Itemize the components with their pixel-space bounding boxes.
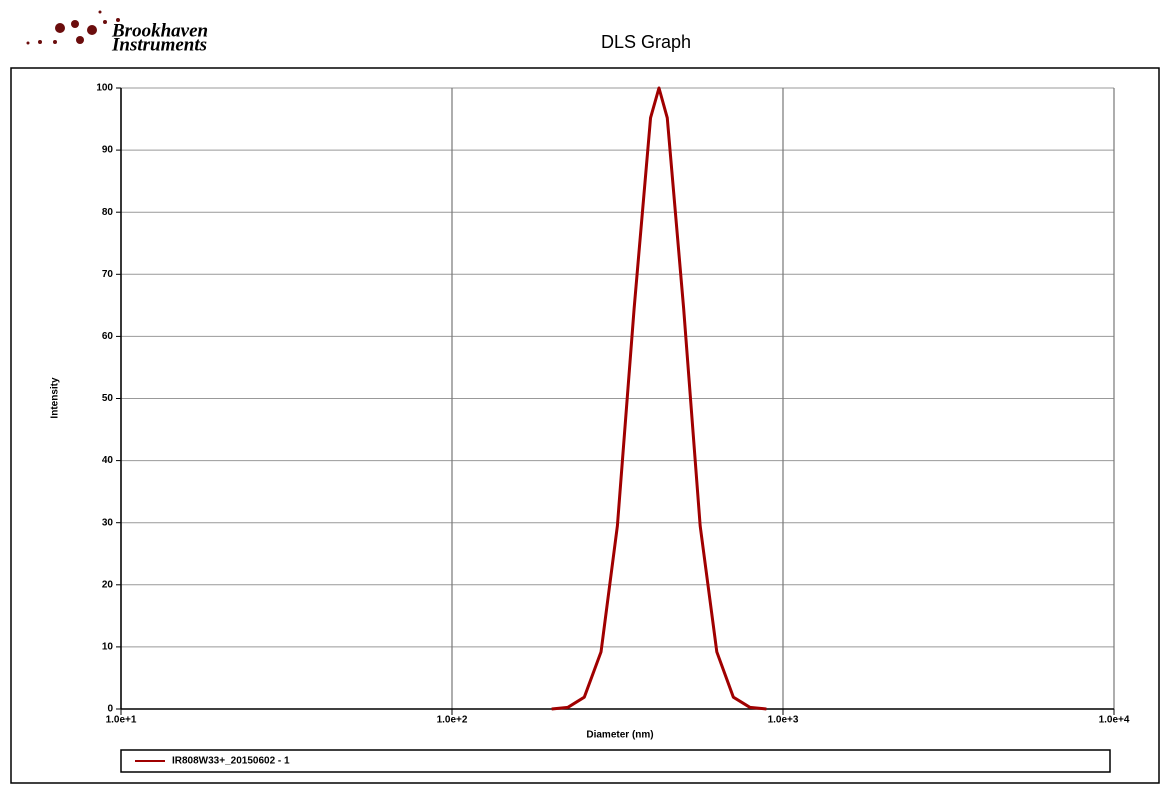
x-tick-label: 1.0e+4 [1099, 715, 1130, 726]
legend [120, 749, 1111, 773]
x-axis-label: Diameter (nm) [586, 730, 653, 741]
y-axis-label: Intensity [50, 377, 61, 419]
logo-dot [38, 40, 42, 44]
y-tick-label: 40 [102, 455, 114, 466]
y-tick-label: 80 [102, 207, 114, 218]
logo-dot [26, 41, 30, 45]
logo-dot [103, 20, 107, 24]
y-tick-label: 90 [102, 145, 114, 156]
x-tick-label: 1.0e+1 [106, 715, 137, 726]
y-tick-label: 100 [96, 83, 113, 94]
y-tick-label: 60 [102, 331, 114, 342]
logo-dot [71, 20, 79, 28]
frame [10, 67, 1160, 784]
logo-dot [98, 10, 102, 14]
y-tick-label: 20 [102, 579, 114, 590]
x-tick-label: 1.0e+3 [768, 715, 799, 726]
logo-dot [76, 36, 84, 44]
logo-dot [87, 25, 97, 35]
y-tick-label: 70 [102, 269, 114, 280]
x-tick-label: 1.0e+2 [437, 715, 468, 726]
logo-text: Instruments [111, 34, 207, 55]
logo-dot [116, 18, 120, 22]
logo: Brookhaven Instruments [26, 10, 208, 55]
y-tick-label: 30 [102, 517, 114, 528]
data-line [551, 86, 767, 711]
y-tick-label: 10 [102, 642, 114, 653]
y-tick-label: 50 [102, 393, 114, 404]
y-tick-label: 0 [107, 704, 113, 715]
logo-dot [53, 40, 57, 44]
logo-text: Brookhaven [111, 20, 208, 41]
legend-label: IR808W33+_20150602 - 1 [172, 756, 290, 767]
logo-dot [55, 23, 65, 33]
chart-title: DLS Graph [601, 32, 691, 52]
